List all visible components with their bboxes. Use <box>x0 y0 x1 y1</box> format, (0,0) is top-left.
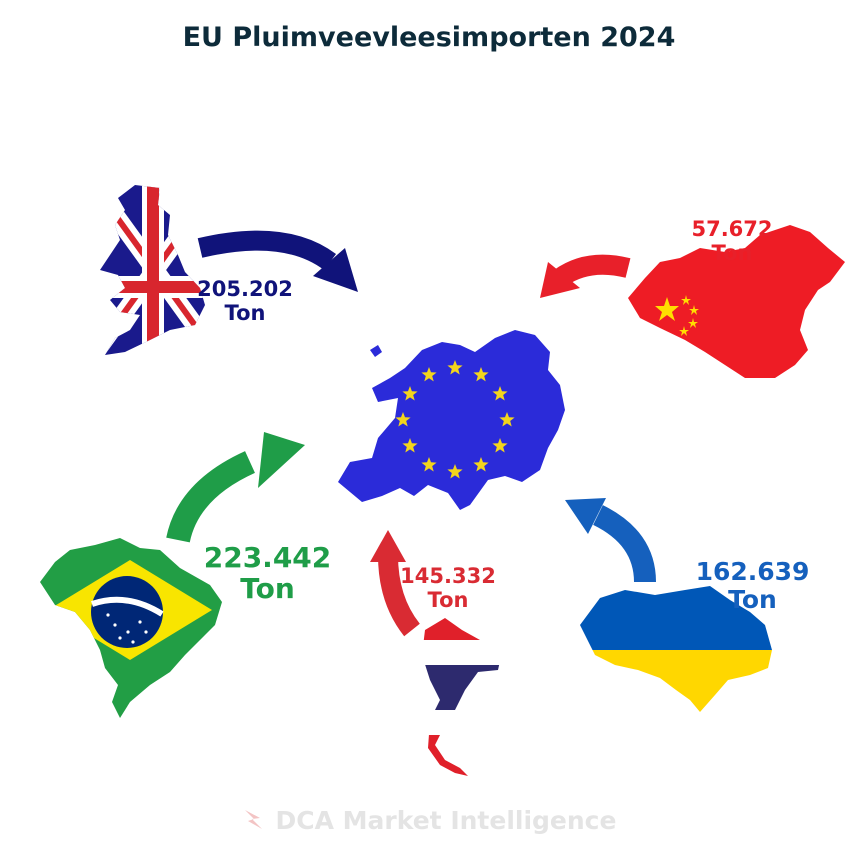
china-star-icon <box>655 297 679 321</box>
eu-star-icon <box>402 438 418 453</box>
china-star-icon <box>681 295 691 305</box>
eu-star-icon <box>402 386 418 401</box>
brazil-import-value: 223.442 <box>203 541 332 574</box>
eu-star-icon <box>473 457 489 472</box>
ukraine-import-unit: Ton <box>728 585 777 614</box>
china-import-value: 57.672 <box>691 217 773 241</box>
dca-logo-icon <box>242 806 268 838</box>
china-import-unit: Ton <box>711 240 753 265</box>
thailand-import-unit: Ton <box>427 587 469 612</box>
ukraine-import-label: 162.639 Ton <box>680 558 825 614</box>
thailand-import-label: 145.332 Ton <box>388 564 508 612</box>
eu-star-icon <box>492 386 508 401</box>
thailand-import-value: 145.332 <box>400 564 496 588</box>
brazil-import-label: 223.442 Ton <box>190 542 345 605</box>
arrow-uk-to-eu <box>197 230 358 292</box>
china-star-icon <box>688 318 698 328</box>
eu-stars <box>395 360 515 479</box>
eu-star-icon <box>421 367 437 382</box>
arrow-thailand-to-eu <box>370 530 420 637</box>
brazil-import-unit: Ton <box>240 572 295 606</box>
eu-map <box>338 330 565 510</box>
uk-import-label: 205.202 Ton <box>185 277 305 325</box>
china-import-label: 57.672 Ton <box>672 217 792 265</box>
page-title: EU Pluimveevleesimporten 2024 <box>182 22 676 53</box>
eu-star-icon <box>421 457 437 472</box>
ukraine-import-value: 162.639 <box>695 557 810 586</box>
uk-map <box>100 185 205 355</box>
uk-import-unit: Ton <box>224 300 266 325</box>
eu-star-icon <box>447 360 463 375</box>
china-star-icon <box>689 305 699 315</box>
footer-brand: DCA Market Intelligence <box>0 806 858 838</box>
arrow-ukraine-to-eu <box>565 498 656 583</box>
eu-star-icon <box>499 412 515 427</box>
arrow-brazil-to-eu <box>166 432 305 543</box>
eu-star-icon <box>447 464 463 479</box>
uk-import-value: 205.202 <box>197 277 293 301</box>
thailand-map <box>422 618 502 776</box>
eu-star-icon <box>492 438 508 453</box>
footer-brand-text: DCA Market Intelligence <box>275 806 617 835</box>
eu-star-icon <box>395 412 411 427</box>
eu-star-icon <box>473 367 489 382</box>
arrow-china-to-eu <box>540 254 631 298</box>
china-star-icon <box>679 326 689 336</box>
